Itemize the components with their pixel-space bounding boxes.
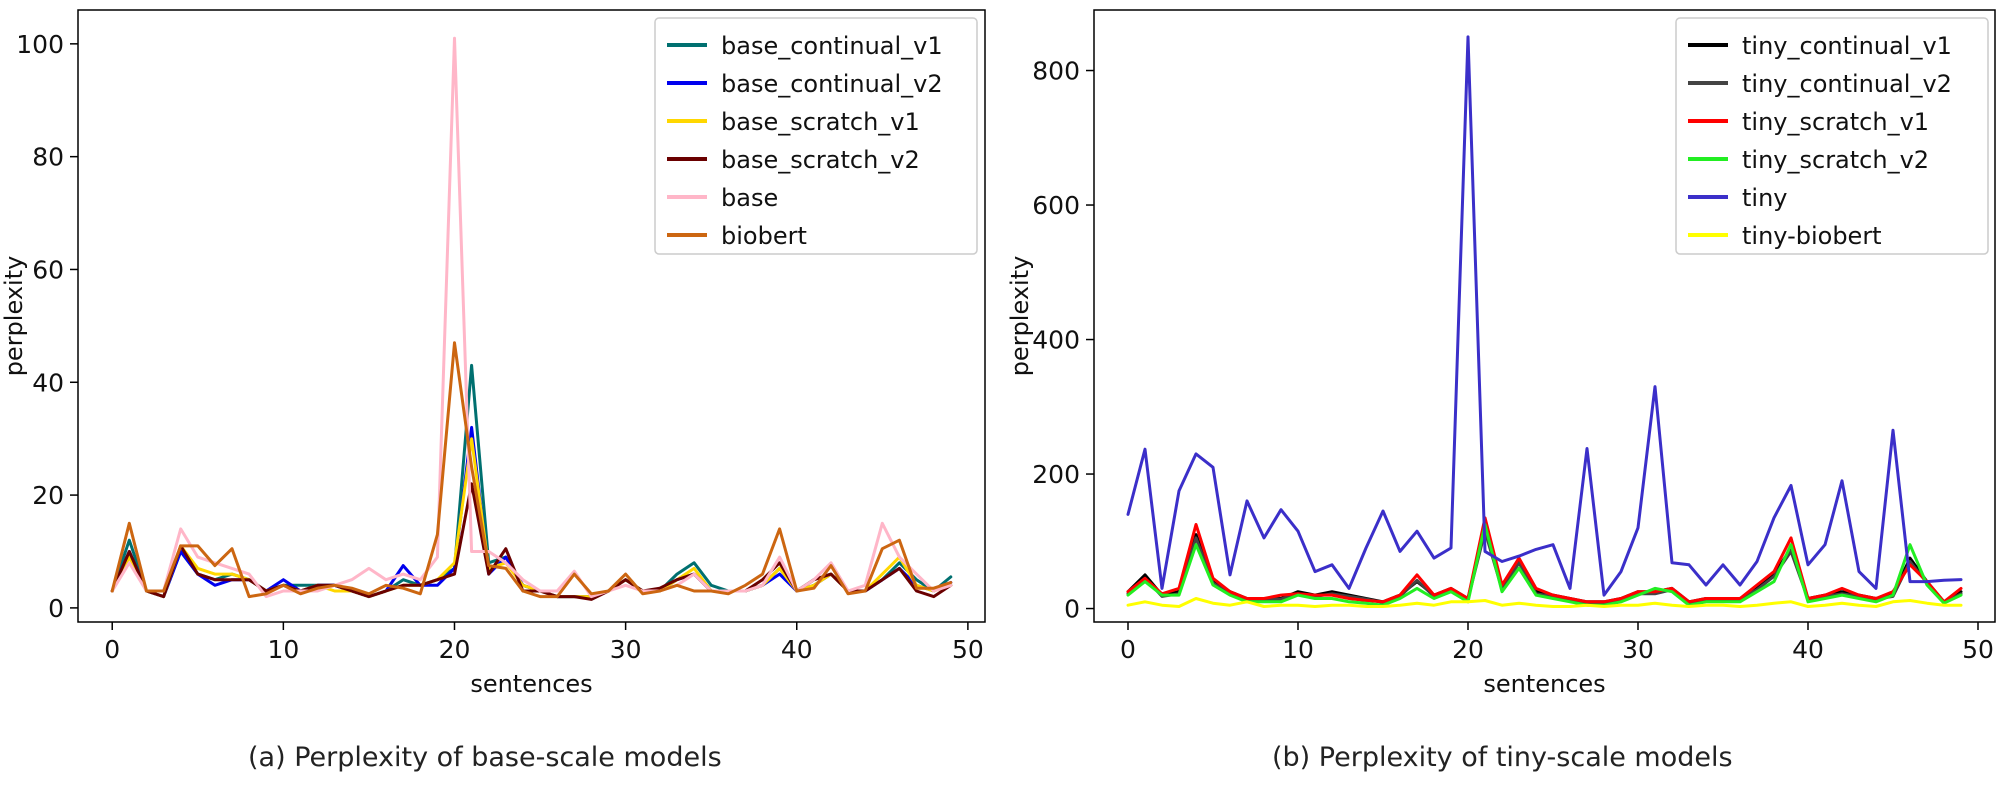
y-tick-label: 0 (1064, 595, 1080, 624)
series-line-biobert (110, 341, 953, 599)
legend-label-tiny: tiny (1742, 184, 1788, 212)
y-tick-label: 0 (48, 594, 64, 623)
x-tick-label: 50 (952, 635, 984, 664)
series-line-tiny (1126, 35, 1963, 597)
legend-label-base_scratch_v1: base_scratch_v1 (721, 108, 920, 136)
x-axis-label: sentences (470, 670, 592, 698)
x-tick-label: 40 (781, 635, 813, 664)
y-tick-label: 20 (32, 481, 64, 510)
legend-label-base_continual_v2: base_continual_v2 (721, 70, 943, 98)
y-tick-label: 60 (32, 255, 64, 284)
legend-box (1675, 17, 1989, 255)
caption-tiny-scale: (b) Perplexity of tiny-scale models (1272, 742, 1733, 773)
legend-box (654, 17, 978, 255)
x-tick-label: 20 (439, 635, 471, 664)
y-axis-label: perplexity (0, 256, 28, 377)
x-tick-label: 50 (1962, 635, 1994, 664)
y-tick-label: 800 (1032, 57, 1080, 86)
plot-frame (77, 9, 986, 623)
legend-label-tiny-biobert: tiny-biobert (1742, 222, 1882, 250)
chart-tiny-scale-svg: 0 10 20 30 40 50 0 200 400 600 800 sentences perplex… (1006, 9, 1996, 698)
x-tick-label: 40 (1792, 635, 1824, 664)
chart-panel-tiny: 0 10 20 30 40 50 0 200 400 600 800 sentences perplex… (1000, 0, 2007, 804)
series-line-tiny-biobert (1126, 597, 1963, 608)
series-lines (1126, 35, 1963, 608)
x-axis-label: sentences (1483, 670, 1605, 698)
x-tick-label: 30 (1622, 635, 1654, 664)
chart-panel-base: 0 10 20 30 40 50 0 20 40 60 80 100 sentences perplexi… (0, 0, 1000, 804)
x-tick-label: 10 (1282, 635, 1314, 664)
legend-label-tiny_continual_v1: tiny_continual_v1 (1742, 32, 1952, 60)
y-axis-label: perplexity (1006, 256, 1034, 377)
legend: base_continual_v1 base_continual_v2 base_s… (654, 17, 978, 255)
series-line-tiny_scratch_v2 (1126, 523, 1963, 607)
y-tick-label: 80 (32, 143, 64, 172)
y-tick-label: 600 (1032, 191, 1080, 220)
legend: tiny_continual_v1 tiny_continual_v2 tiny_s… (1675, 17, 1989, 255)
series-line-tiny_scratch_v1 (1126, 516, 1963, 604)
x-tick-label: 30 (610, 635, 642, 664)
legend-label-biobert: biobert (721, 222, 807, 250)
legend-label-tiny_scratch_v1: tiny_scratch_v1 (1742, 108, 1929, 136)
y-tick-label: 200 (1032, 460, 1080, 489)
x-tick-label: 0 (1120, 635, 1136, 664)
legend-label-base_continual_v1: base_continual_v1 (721, 32, 943, 60)
legend-label-base_scratch_v2: base_scratch_v2 (721, 146, 920, 174)
legend-label-tiny_scratch_v2: tiny_scratch_v2 (1742, 146, 1929, 174)
caption-base-scale: (a) Perplexity of base-scale models (248, 742, 722, 773)
legend-label-tiny_continual_v2: tiny_continual_v2 (1742, 70, 1952, 98)
series-line-base (110, 36, 953, 599)
x-tick-label: 0 (104, 635, 120, 664)
y-tick-label: 400 (1032, 326, 1080, 355)
x-tick-label: 20 (1452, 635, 1484, 664)
y-tick-label: 40 (32, 368, 64, 397)
plot-frame (1093, 9, 1996, 623)
x-tick-label: 10 (267, 635, 299, 664)
series-lines (110, 36, 953, 601)
series-line-base_scratch_v2 (110, 482, 953, 601)
chart-base-scale-svg: 0 10 20 30 40 50 0 20 40 60 80 100 sentences perplexi… (0, 9, 986, 698)
legend-label-base: base (721, 184, 778, 212)
y-tick-label: 100 (16, 30, 64, 59)
